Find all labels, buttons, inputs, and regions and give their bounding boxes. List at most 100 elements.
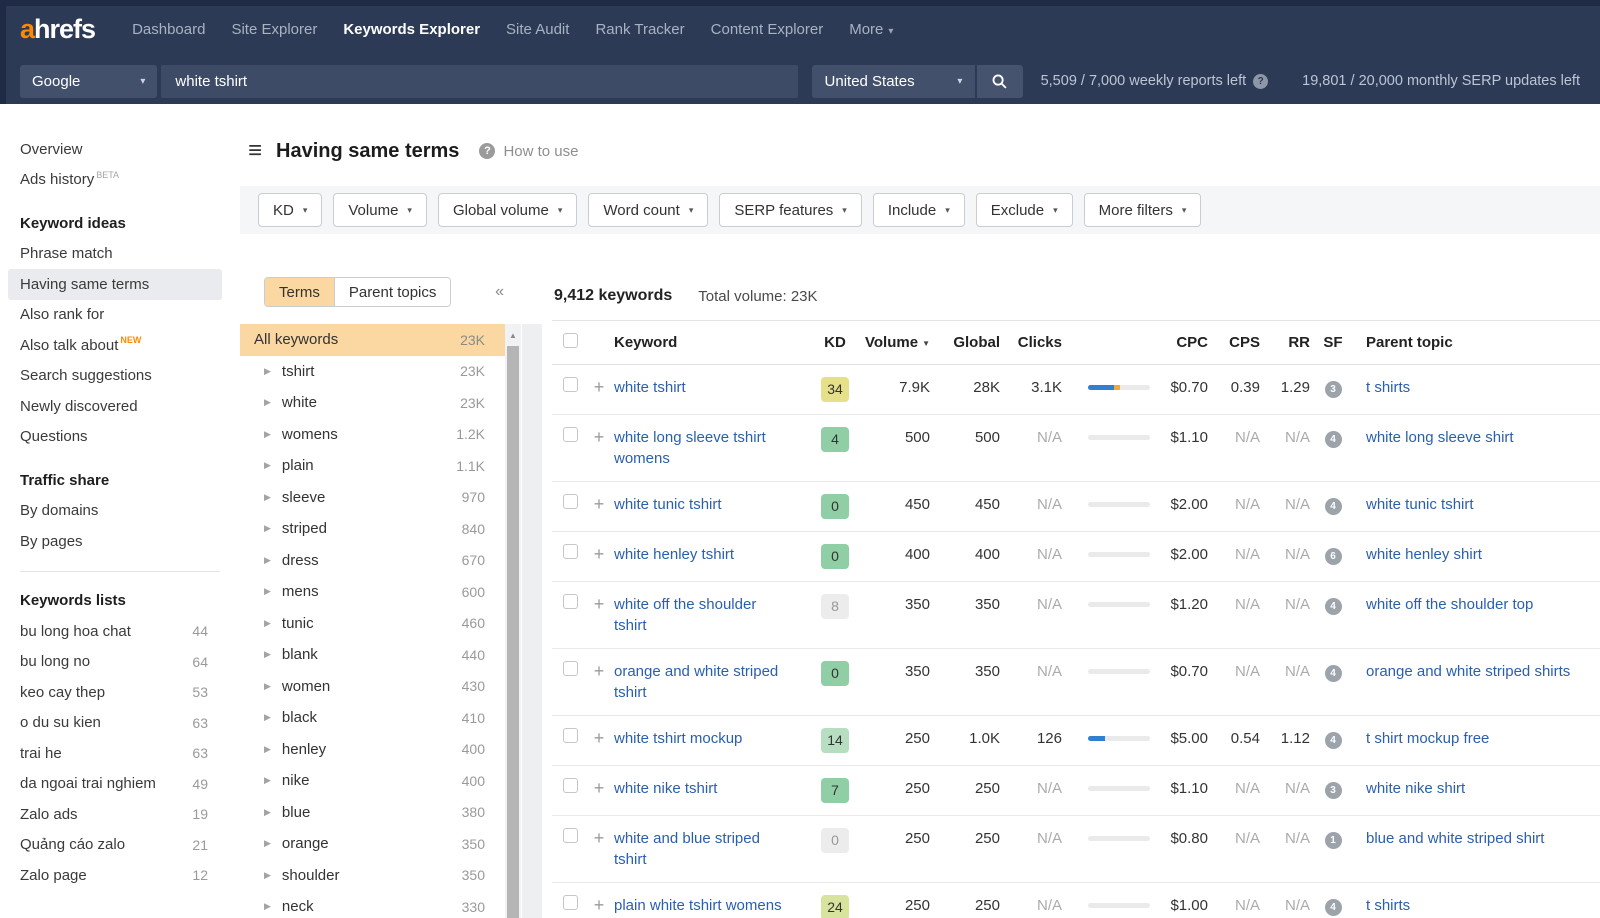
sidebar-item-bu-long-no[interactable]: bu long no 64 — [0, 647, 240, 678]
keyword-link[interactable]: white tunic tshirt — [614, 496, 722, 513]
sidebar-item-search-suggestions[interactable]: Search suggestions — [0, 361, 240, 392]
col-cpc[interactable]: CPC — [1176, 334, 1208, 351]
keyword-link[interactable]: white and blue striped tshirt — [614, 830, 760, 868]
filter-exclude[interactable]: Exclude ▾ — [975, 193, 1073, 227]
triangle-right-icon[interactable]: ▶ — [264, 586, 271, 597]
sidebar-item-zalo-page[interactable]: Zalo page 12 — [0, 860, 240, 891]
row-checkbox[interactable] — [563, 895, 578, 910]
triangle-right-icon[interactable]: ▶ — [264, 649, 271, 660]
term-item-mens[interactable]: ▶ mens 600 — [240, 576, 505, 608]
triangle-right-icon[interactable]: ▶ — [264, 680, 271, 691]
row-checkbox[interactable] — [563, 594, 578, 609]
sidebar-item-keo-cay-thep[interactable]: keo cay thep 53 — [0, 677, 240, 708]
parent-topic-link[interactable]: orange and white striped shirts — [1366, 663, 1571, 680]
filter-more-filters[interactable]: More filters ▾ — [1083, 193, 1202, 227]
row-checkbox[interactable] — [563, 427, 578, 442]
parent-topic-link[interactable]: white off the shoulder top — [1366, 596, 1534, 613]
tab-terms[interactable]: Terms — [265, 278, 335, 306]
col-parent-topic[interactable]: Parent topic — [1366, 334, 1453, 351]
term-item-dress[interactable]: ▶ dress 670 — [240, 545, 505, 577]
select-all-checkbox[interactable] — [563, 333, 578, 348]
add-to-list-icon[interactable]: + — [593, 377, 605, 397]
serp-features-badge[interactable]: 4 — [1324, 899, 1342, 916]
ahrefs-logo[interactable]: ahrefs — [20, 14, 96, 45]
row-checkbox[interactable] — [563, 494, 578, 509]
tab-parent-topics[interactable]: Parent topics — [334, 278, 451, 306]
sidebar-item-ads-history[interactable]: Ads history BETA — [0, 165, 240, 196]
keyword-link[interactable]: white off the shoulder tshirt — [614, 596, 757, 634]
triangle-right-icon[interactable]: ▶ — [264, 554, 271, 565]
nav-item-dashboard[interactable]: Dashboard — [132, 21, 205, 38]
how-to-use-link[interactable]: How to use — [503, 142, 579, 160]
term-item-plain[interactable]: ▶ plain 1.1K — [240, 450, 505, 482]
row-checkbox[interactable] — [563, 544, 578, 559]
term-item-sleeve[interactable]: ▶ sleeve 970 — [240, 482, 505, 514]
menu-icon[interactable]: ≡ — [248, 137, 263, 164]
row-checkbox[interactable] — [563, 661, 578, 676]
sidebar-item-o-du-su-kien[interactable]: o du su kien 63 — [0, 708, 240, 739]
parent-topic-link[interactable]: white tunic tshirt — [1366, 496, 1474, 513]
term-item-blank[interactable]: ▶ blank 440 — [240, 639, 505, 671]
collapse-panel-icon[interactable]: « — [495, 283, 504, 300]
row-checkbox[interactable] — [563, 828, 578, 843]
serp-features-badge[interactable]: 3 — [1324, 381, 1342, 398]
term-item-black[interactable]: ▶ black 410 — [240, 702, 505, 734]
triangle-right-icon[interactable]: ▶ — [264, 806, 271, 817]
nav-item-rank-tracker[interactable]: Rank Tracker — [595, 21, 684, 38]
scrollbar-thumb[interactable] — [507, 346, 519, 918]
serp-features-badge[interactable]: 4 — [1324, 431, 1342, 448]
add-to-list-icon[interactable]: + — [593, 544, 605, 564]
triangle-right-icon[interactable]: ▶ — [264, 775, 271, 786]
col-volume[interactable]: Volume ▼ — [858, 334, 930, 351]
col-kd[interactable]: KD — [824, 334, 846, 351]
parent-topic-link[interactable]: t shirt mockup free — [1366, 730, 1490, 747]
row-checkbox[interactable] — [563, 778, 578, 793]
triangle-right-icon[interactable]: ▶ — [264, 523, 271, 534]
filter-word-count[interactable]: Word count ▾ — [588, 193, 709, 227]
row-checkbox[interactable] — [563, 728, 578, 743]
add-to-list-icon[interactable]: + — [593, 828, 605, 848]
nav-item-site-explorer[interactable]: Site Explorer — [231, 21, 317, 38]
sidebar-item-by-pages[interactable]: By pages — [0, 526, 240, 557]
sidebar-item-bu-long-hoa-chat[interactable]: bu long hoa chat 44 — [0, 616, 240, 647]
parent-topic-link[interactable]: t shirts — [1366, 897, 1411, 914]
add-to-list-icon[interactable]: + — [593, 661, 605, 681]
triangle-right-icon[interactable]: ▶ — [264, 743, 271, 754]
triangle-right-icon[interactable]: ▶ — [264, 460, 271, 471]
add-to-list-icon[interactable]: + — [593, 895, 605, 915]
keyword-link[interactable]: white tshirt — [614, 379, 686, 396]
triangle-right-icon[interactable]: ▶ — [264, 397, 271, 408]
term-item-striped[interactable]: ▶ striped 840 — [240, 513, 505, 545]
term-item-orange[interactable]: ▶ orange 350 — [240, 828, 505, 860]
triangle-right-icon[interactable]: ▶ — [264, 617, 271, 628]
filter-include[interactable]: Include ▾ — [872, 193, 965, 227]
serp-features-badge[interactable]: 1 — [1324, 832, 1342, 849]
term-item-blue[interactable]: ▶ blue 380 — [240, 797, 505, 829]
keyword-link[interactable]: plain white tshirt womens — [614, 897, 782, 914]
serp-features-badge[interactable]: 4 — [1324, 598, 1342, 615]
term-item-neck[interactable]: ▶ neck 330 — [240, 891, 505, 918]
filter-global-volume[interactable]: Global volume ▾ — [437, 193, 578, 227]
keyword-link[interactable]: white tshirt mockup — [614, 730, 743, 747]
keyword-link[interactable]: white nike tshirt — [614, 780, 718, 797]
add-to-list-icon[interactable]: + — [593, 427, 605, 447]
add-to-list-icon[interactable]: + — [593, 594, 605, 614]
nav-item-more[interactable]: More ▾ — [849, 21, 893, 38]
triangle-right-icon[interactable]: ▶ — [264, 901, 271, 912]
nav-item-site-audit[interactable]: Site Audit — [506, 21, 569, 38]
sidebar-item-overview[interactable]: Overview — [0, 134, 240, 165]
add-to-list-icon[interactable]: + — [593, 778, 605, 798]
col-rr[interactable]: RR — [1288, 334, 1310, 351]
nav-item-content-explorer[interactable]: Content Explorer — [711, 21, 824, 38]
add-to-list-icon[interactable]: + — [593, 728, 605, 748]
sidebar-item-having-same-terms[interactable]: Having same terms — [8, 269, 222, 300]
col-cps[interactable]: CPS — [1229, 334, 1260, 351]
col-sf[interactable]: SF — [1323, 334, 1343, 351]
parent-topic-link[interactable]: white henley shirt — [1366, 546, 1482, 563]
add-to-list-icon[interactable]: + — [593, 494, 605, 514]
triangle-right-icon[interactable]: ▶ — [264, 838, 271, 849]
term-item-white[interactable]: ▶ white 23K — [240, 387, 505, 419]
scroll-up-icon[interactable]: ▲ — [509, 331, 517, 340]
term-item-womens[interactable]: ▶ womens 1.2K — [240, 419, 505, 451]
col-keyword[interactable]: Keyword — [614, 334, 678, 351]
